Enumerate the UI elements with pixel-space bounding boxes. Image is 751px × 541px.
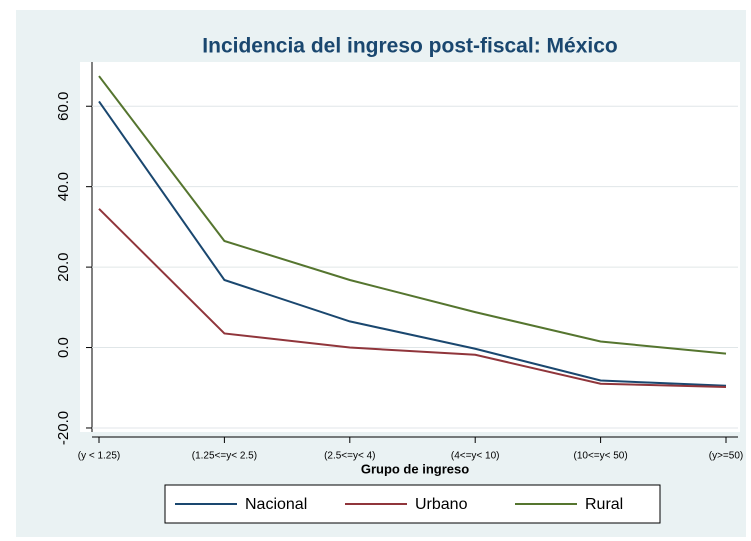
series-line — [98, 208, 727, 388]
series-line — [98, 100, 727, 387]
x-tick-label: (y>=50) — [709, 451, 743, 462]
legend-label: Urbano — [415, 496, 468, 513]
y-tick-label: 60.0 — [55, 92, 72, 121]
x-tick-label: (2.5<=y< 4) — [324, 451, 375, 462]
x-tick-label: (4<=y< 10) — [451, 451, 500, 462]
legend-box — [164, 484, 661, 524]
legend-label: Rural — [585, 496, 623, 513]
x-tick-label: (1.25<=y< 2.5) — [192, 451, 257, 462]
series-line — [98, 75, 727, 355]
chart-title: Incidencia del ingreso post-fiscal: Méxi… — [202, 35, 617, 58]
x-tick-label: (10<=y< 50) — [573, 451, 627, 462]
legend-label: Nacional — [245, 496, 307, 513]
y-tick-label: 40.0 — [55, 172, 72, 201]
y-tick-label: 20.0 — [55, 253, 72, 282]
x-tick-label: (y < 1.25) — [78, 451, 121, 462]
plot-area — [80, 62, 740, 432]
y-tick-label: -20.0 — [55, 411, 72, 445]
y-tick-label: 0.0 — [55, 337, 72, 358]
x-axis-label: Grupo de ingreso — [361, 461, 469, 476]
